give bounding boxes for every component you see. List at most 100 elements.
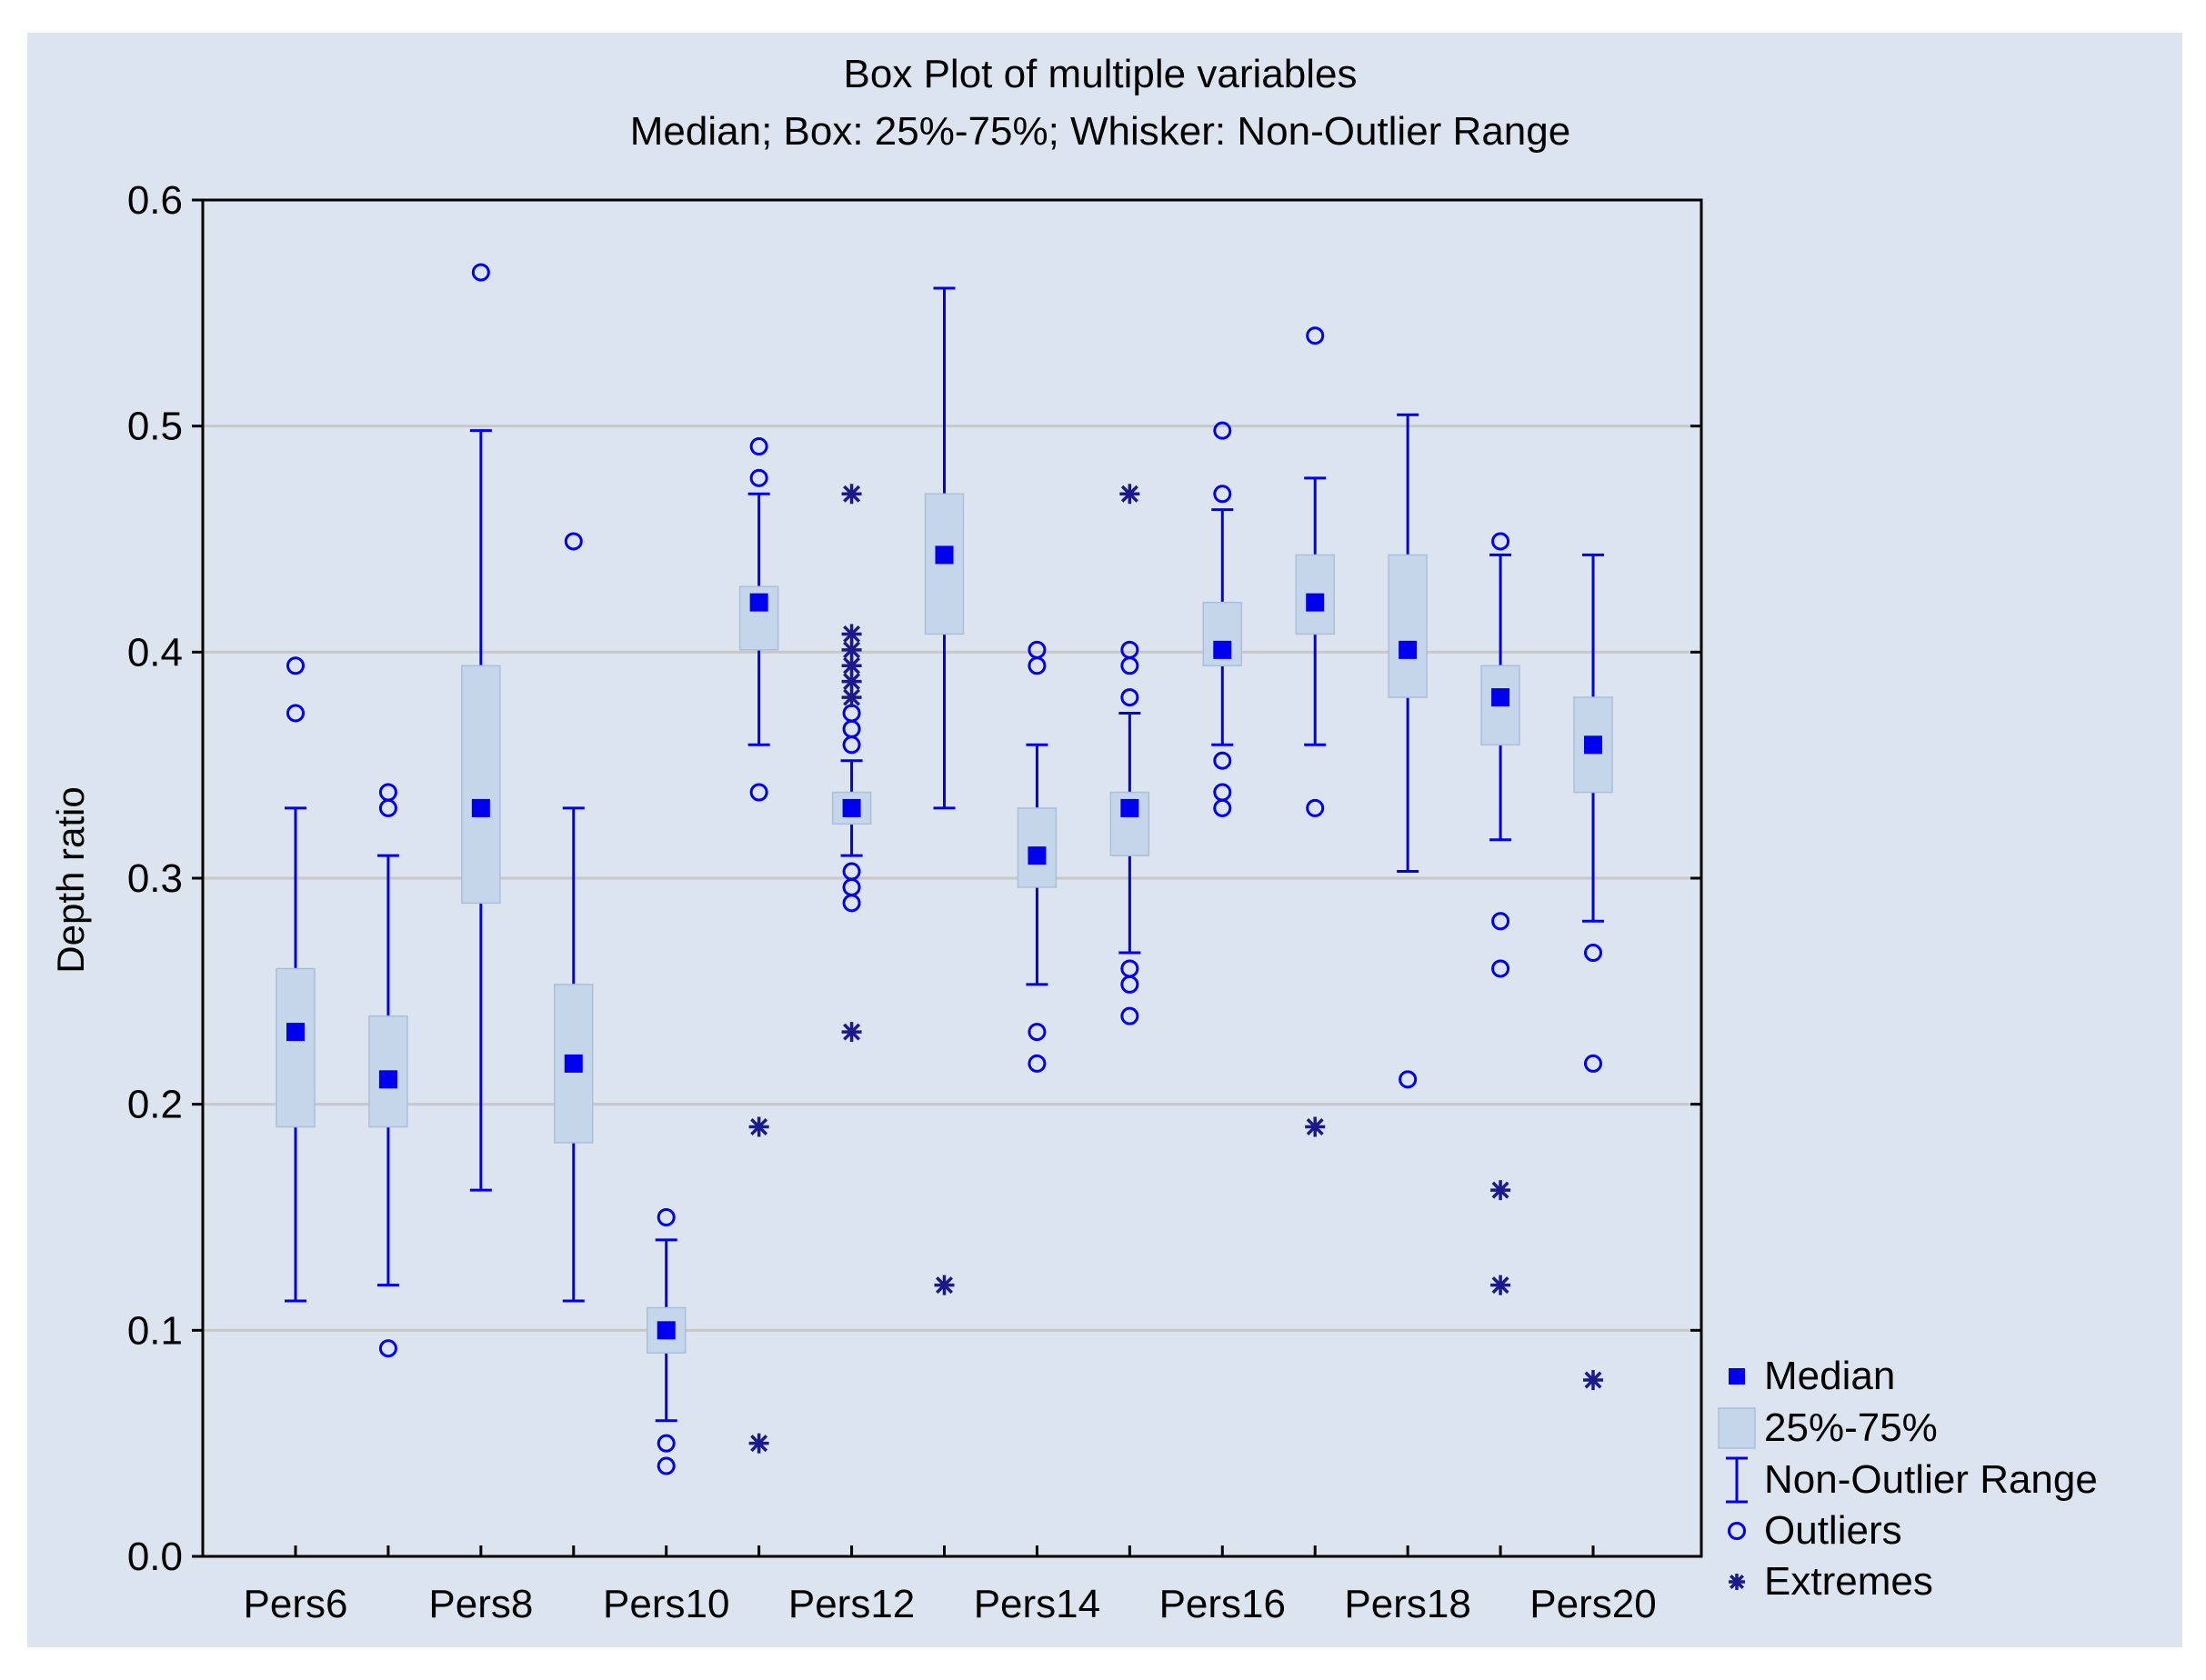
iqr-box <box>1388 554 1428 698</box>
extreme-point <box>1490 1180 1511 1201</box>
y-tick-label: 0.3 <box>127 856 183 901</box>
median-marker <box>1028 846 1047 865</box>
extreme-point <box>934 1275 955 1295</box>
median-marker <box>378 1070 397 1089</box>
outlier-point <box>1306 798 1325 817</box>
legend-box-swatch <box>1718 1407 1756 1449</box>
outlier-point <box>471 263 490 282</box>
outlier-point <box>1028 1023 1047 1042</box>
box-pers11 <box>738 437 779 1454</box>
extreme-point <box>841 671 862 692</box>
outlier-point <box>657 1434 676 1453</box>
outlier-point <box>1213 783 1232 802</box>
median-marker <box>935 545 954 565</box>
outlier-point <box>842 862 861 881</box>
outlier-point <box>749 437 768 456</box>
outlier-point <box>1120 1006 1139 1025</box>
legend: Median 25%-75% Non-Outlier Range Outliers Ex… <box>1718 1354 2098 1604</box>
outlier-point <box>657 1208 676 1226</box>
outlier-point <box>378 798 397 817</box>
outlier-point <box>1306 326 1325 345</box>
y-tick-label: 0.4 <box>127 630 183 675</box>
y-tick-label: 0.1 <box>127 1308 183 1353</box>
outlier-point <box>1213 798 1232 817</box>
outlier-point <box>1584 944 1602 963</box>
extreme-point <box>841 624 862 645</box>
box-pers6 <box>276 656 316 1303</box>
outlier-point <box>286 704 305 723</box>
extreme-point <box>748 1433 769 1454</box>
box-plot-chart: Box Plot of multiple variables Median; B… <box>49 52 2098 1626</box>
legend-median-swatch <box>1729 1368 1745 1385</box>
boxes <box>276 263 1613 1475</box>
box-pers8 <box>461 263 501 1192</box>
x-tick-label: Pers12 <box>788 1582 915 1626</box>
median-marker <box>1213 640 1232 659</box>
y-axis-ticks: 0.0 0.1 0.2 0.3 0.4 0.5 0.6 <box>127 178 1701 1579</box>
x-tick-label: Pers16 <box>1159 1582 1286 1626</box>
median-marker <box>842 798 861 817</box>
y-tick-label: 0.5 <box>127 405 183 449</box>
outlier-point <box>564 532 583 551</box>
legend-item-range: Non-Outlier Range <box>1726 1456 2098 1504</box>
outlier-point <box>1584 1054 1602 1073</box>
box-pers7 <box>368 783 408 1358</box>
legend-label: Outliers <box>1764 1508 1902 1553</box>
iqr-box <box>276 967 316 1128</box>
outlier-point <box>1028 656 1047 675</box>
y-tick-label: 0.6 <box>127 178 183 223</box>
legend-label: Median <box>1764 1354 1895 1398</box>
extreme-point <box>1119 484 1140 505</box>
median-marker <box>749 593 768 612</box>
gridlines <box>203 425 1701 1332</box>
median-marker <box>471 798 490 817</box>
outlier-point <box>657 1456 676 1475</box>
median-marker <box>286 1023 305 1042</box>
median-marker <box>564 1054 583 1073</box>
outlier-point <box>1120 975 1139 994</box>
box-pers17 <box>1295 326 1335 1137</box>
outlier-point <box>1491 532 1510 551</box>
outlier-point <box>1491 959 1510 978</box>
outlier-point <box>1028 640 1047 659</box>
outlier-point <box>842 877 861 896</box>
y-tick-label: 0.0 <box>127 1535 183 1579</box>
box-pers19 <box>1480 532 1520 1295</box>
median-marker <box>1306 593 1325 612</box>
x-axis-ticks: Pers6 Pers8 Pers10 Pers12 Pers14 Pers16 Pers18… <box>244 1545 1657 1626</box>
extreme-point <box>841 1022 862 1043</box>
outlier-point <box>842 719 861 738</box>
outlier-point <box>1120 640 1139 659</box>
median-marker <box>657 1321 676 1340</box>
outlier-point <box>1399 1070 1418 1089</box>
box-pers13 <box>924 286 965 1295</box>
box-pers15 <box>1109 484 1150 1025</box>
box-pers14 <box>1017 640 1058 1073</box>
legend-outlier-swatch <box>1728 1522 1746 1540</box>
median-marker <box>1120 798 1139 817</box>
outlier-point <box>1491 912 1510 931</box>
median-marker <box>1584 735 1602 755</box>
outlier-point <box>842 894 861 913</box>
x-tick-label: Pers14 <box>974 1582 1100 1626</box>
chart-subtitle: Median; Box: 25%-75%; Whisker: Non-Outli… <box>630 109 1570 154</box>
extreme-point <box>748 1116 769 1137</box>
legend-item-box: 25%-75% <box>1718 1405 1938 1450</box>
extreme-point <box>841 484 862 505</box>
legend-extreme-swatch <box>1729 1574 1745 1590</box>
legend-item-extreme: Extremes <box>1729 1559 1933 1604</box>
legend-label: 25%-75% <box>1764 1405 1938 1450</box>
x-tick-label: Pers8 <box>428 1582 533 1626</box>
box-pers12 <box>831 484 872 1043</box>
median-marker <box>1491 688 1510 707</box>
outlier-point <box>749 468 768 487</box>
extreme-point <box>841 655 862 676</box>
extreme-point <box>1583 1370 1603 1391</box>
chart-title: Box Plot of multiple variables <box>844 52 1358 96</box>
iqr-box <box>461 665 501 905</box>
outlier-point <box>842 735 861 755</box>
outlier-point <box>1213 751 1232 770</box>
y-axis-label: Depth ratio <box>49 786 92 973</box>
legend-label: Extremes <box>1764 1559 1933 1604</box>
box-pers9 <box>554 532 594 1303</box>
